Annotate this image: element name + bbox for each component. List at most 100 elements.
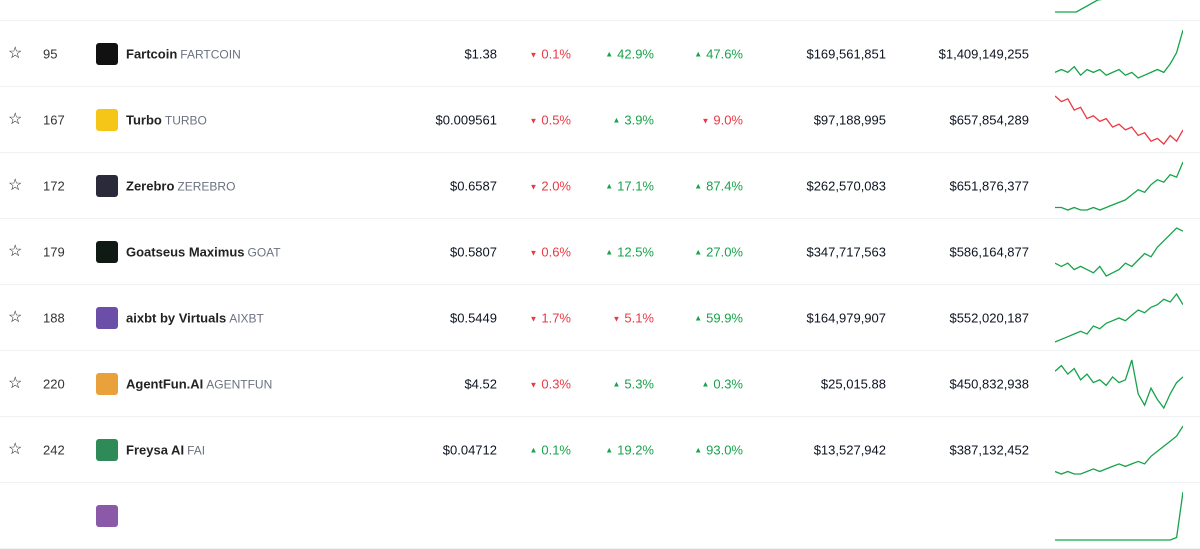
change-24h-value: 12.5% xyxy=(617,244,654,259)
coin-icon xyxy=(96,108,118,131)
coin-symbol: FARTCOIN xyxy=(180,47,241,61)
change-7d: 87.4% xyxy=(694,178,743,193)
change-24h: 42.9% xyxy=(605,46,654,61)
sparkline-line xyxy=(1055,95,1183,145)
change-7d-value: 0.3% xyxy=(713,376,743,391)
change-1h-value: 0.3% xyxy=(541,376,571,391)
change-1h-value: 1.7% xyxy=(541,310,571,325)
sparkline-7d xyxy=(1055,0,1099,13)
change-24h-value: 5.3% xyxy=(624,376,654,391)
rank: 242 xyxy=(43,442,65,457)
coin-name-text: Turbo xyxy=(126,112,162,127)
change-7d: 0.3% xyxy=(701,376,743,391)
star-icon[interactable]: ☆ xyxy=(8,110,23,128)
coin-icon xyxy=(96,438,118,461)
change-24h: 12.5% xyxy=(605,244,654,259)
coin-name-text: Zerebro xyxy=(126,178,175,193)
price: $0.5807 xyxy=(450,244,497,259)
change-1h-value: 0.5% xyxy=(541,112,571,127)
change-24h-value: 5.1% xyxy=(624,310,654,325)
volume-24h: $164,979,907 xyxy=(806,310,886,325)
volume-24h: $97,188,995 xyxy=(813,112,886,127)
change-24h: 5.3% xyxy=(612,376,654,391)
market-cap: $1,409,149,255 xyxy=(938,46,1029,61)
change-1h: 0.6% xyxy=(529,244,571,259)
coin-icon xyxy=(96,306,118,329)
change-7d-value: 93.0% xyxy=(706,442,743,457)
change-24h: 5.1% xyxy=(612,310,654,325)
sparkline-line xyxy=(1055,161,1183,211)
coin-name[interactable]: AgentFun.AI AGENTFUN xyxy=(126,376,272,391)
change-7d: 93.0% xyxy=(694,442,743,457)
sparkline-line xyxy=(1055,226,1183,277)
volume-24h: $13,527,942 xyxy=(813,442,886,457)
sparkline-7d xyxy=(1055,95,1183,145)
price: $1.38 xyxy=(464,46,497,61)
table-row[interactable] xyxy=(0,483,1200,549)
change-1h: 1.7% xyxy=(529,310,571,325)
change-7d: 47.6% xyxy=(694,46,743,61)
star-icon[interactable]: ☆ xyxy=(8,440,23,458)
rank: 172 xyxy=(43,178,65,193)
coin-symbol: AIXBT xyxy=(229,311,264,325)
table-row[interactable] xyxy=(0,0,1200,21)
coin-symbol: TURBO xyxy=(164,113,207,127)
change-24h: 19.2% xyxy=(605,442,654,457)
change-7d-value: 59.9% xyxy=(706,310,743,325)
market-cap: $387,132,452 xyxy=(949,442,1029,457)
price: $0.009561 xyxy=(435,112,497,127)
rank: 179 xyxy=(43,244,65,259)
sparkline-line xyxy=(1055,292,1183,343)
coin-name-text: aixbt by Virtuals xyxy=(126,310,227,325)
change-1h-value: 0.1% xyxy=(541,442,571,457)
coin-name[interactable]: Zerebro ZEREBRO xyxy=(126,178,235,193)
star-icon[interactable]: ☆ xyxy=(8,374,23,392)
coin-name[interactable]: Fartcoin FARTCOIN xyxy=(126,46,241,61)
price: $4.52 xyxy=(464,376,497,391)
coin-icon xyxy=(96,174,118,197)
sparkline-7d xyxy=(1055,359,1183,409)
change-1h-value: 2.0% xyxy=(541,178,571,193)
sparkline-7d xyxy=(1055,292,1183,343)
star-icon[interactable]: ☆ xyxy=(8,242,23,260)
sparkline-7d xyxy=(1055,425,1183,475)
change-24h-value: 19.2% xyxy=(617,442,654,457)
market-cap: $651,876,377 xyxy=(949,178,1029,193)
change-1h: 0.3% xyxy=(529,376,571,391)
change-1h-value: 0.1% xyxy=(541,46,571,61)
market-cap: $552,020,187 xyxy=(949,310,1029,325)
coin-name[interactable]: Turbo TURBO xyxy=(126,112,207,127)
change-1h: 0.5% xyxy=(529,112,571,127)
price: $0.04712 xyxy=(442,442,497,457)
change-7d-value: 9.0% xyxy=(713,112,743,127)
change-7d-value: 47.6% xyxy=(706,46,743,61)
star-icon[interactable]: ☆ xyxy=(8,308,23,326)
star-icon[interactable]: ☆ xyxy=(8,176,23,194)
coin-name-text: Freysa AI xyxy=(126,442,185,457)
change-7d: 27.0% xyxy=(694,244,743,259)
change-7d: 59.9% xyxy=(694,310,743,325)
change-24h: 17.1% xyxy=(605,178,654,193)
rank: 188 xyxy=(43,310,65,325)
coin-name[interactable]: aixbt by Virtuals AIXBT xyxy=(126,310,264,325)
coin-icon xyxy=(96,504,118,527)
change-24h-value: 42.9% xyxy=(617,46,654,61)
sparkline-line xyxy=(1055,0,1099,13)
change-7d-value: 87.4% xyxy=(706,178,743,193)
coin-name[interactable]: Goatseus Maximus GOAT xyxy=(126,244,281,259)
coin-icon xyxy=(96,240,118,263)
star-icon[interactable]: ☆ xyxy=(8,44,23,62)
coin-symbol: GOAT xyxy=(247,245,281,259)
sparkline-line xyxy=(1055,425,1183,475)
change-7d-value: 27.0% xyxy=(706,244,743,259)
price: $0.5449 xyxy=(450,310,497,325)
coin-name[interactable]: Freysa AI FAI xyxy=(126,442,205,457)
